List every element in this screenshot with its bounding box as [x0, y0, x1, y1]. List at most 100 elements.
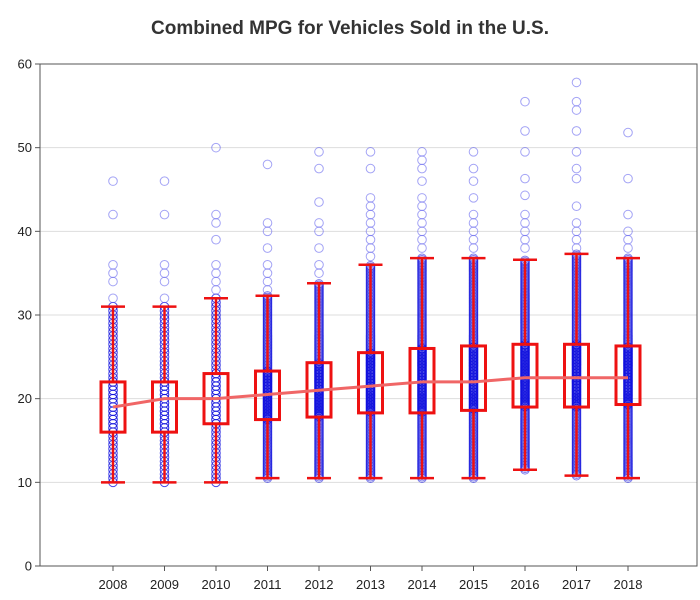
outlier-point: [417, 209, 427, 220]
outlier-point: [365, 243, 376, 253]
outlier-point: [623, 234, 633, 245]
x-tick-label: 2009: [150, 577, 179, 592]
outlier-point: [417, 147, 427, 157]
outlier-point: [211, 260, 221, 270]
outlier-point: [108, 176, 118, 186]
y-tick-label: 10: [18, 475, 32, 490]
x-tick-label: 2008: [99, 577, 128, 592]
outlier-point: [520, 126, 530, 136]
outlier-point: [520, 173, 530, 184]
outlier-point: [365, 193, 376, 203]
outlier-point: [468, 163, 479, 174]
outlier-point: [623, 127, 633, 138]
outlier-point: [571, 77, 582, 88]
outlier-point: [211, 285, 221, 295]
outlier-point: [468, 176, 479, 186]
outlier-point: [571, 105, 582, 115]
y-tick-label: 30: [18, 308, 32, 323]
outlier-point: [417, 218, 427, 228]
outlier-point: [571, 126, 582, 136]
outlier-point: [108, 276, 118, 287]
x-tick-label: 2013: [356, 577, 385, 592]
outlier-point: [211, 234, 221, 245]
x-tick-label: 2016: [511, 577, 540, 592]
iqr-box: [460, 344, 487, 412]
outlier-point: [262, 159, 273, 170]
box-2016: [511, 258, 539, 472]
outlier-point: [571, 163, 582, 174]
outlier-point: [571, 147, 582, 157]
outlier-point: [211, 142, 221, 153]
x-tick-label: 2012: [305, 577, 334, 592]
outlier-point: [262, 218, 273, 228]
outlier-point: [314, 218, 324, 228]
outlier-point: [417, 155, 427, 166]
x-tick-label: 2018: [614, 577, 643, 592]
iqr-box: [563, 342, 590, 409]
box-2011: [254, 294, 281, 480]
outlier-point: [262, 276, 273, 287]
outlier-point: [108, 268, 118, 278]
x-tick-label: 2015: [459, 577, 488, 592]
outlier-point: [417, 234, 427, 245]
outlier-point: [262, 260, 273, 270]
outlier-point: [159, 260, 170, 270]
box-2017: [563, 252, 590, 477]
chart-title: Combined MPG for Vehicles Sold in the U.…: [151, 18, 549, 39]
outlier-point: [468, 218, 479, 228]
outlier-point: [468, 243, 479, 253]
outlier-point: [571, 218, 582, 228]
x-tick-label: 2010: [202, 577, 231, 592]
outlier-point: [159, 268, 170, 278]
iqr-box: [614, 344, 642, 407]
outlier-point: [571, 96, 582, 107]
box-2015: [460, 256, 487, 480]
x-tick-label: 2017: [562, 577, 591, 592]
y-tick-label: 0: [25, 559, 32, 574]
outlier-point: [314, 163, 324, 174]
outlier-point: [468, 234, 479, 245]
outlier-point: [211, 218, 221, 228]
outlier-point: [108, 293, 118, 304]
outlier-point: [520, 209, 530, 220]
outlier-point: [314, 147, 324, 157]
outlier-point: [623, 173, 633, 184]
outlier-point: [365, 209, 376, 220]
outlier-point: [211, 276, 221, 287]
outlier-point: [365, 251, 376, 262]
y-tick-label: 40: [18, 224, 32, 239]
outlier-point: [262, 268, 273, 278]
outlier-point: [417, 193, 427, 203]
outlier-point: [108, 209, 118, 220]
iqr-box: [357, 351, 384, 415]
mean-line: [112, 376, 628, 409]
outlier-point: [468, 193, 479, 203]
outlier-point: [159, 293, 170, 304]
outlier-point: [623, 209, 633, 220]
box-2009: [151, 305, 178, 484]
outlier-point: [417, 201, 427, 212]
outlier-point: [520, 147, 530, 157]
outlier-point: [468, 209, 479, 220]
outlier-point: [262, 243, 273, 253]
outlier-point: [623, 243, 633, 253]
box-2018: [614, 256, 642, 480]
outlier-point: [520, 243, 530, 253]
iqr-box: [511, 342, 539, 409]
outlier-point: [211, 268, 221, 278]
iqr-box: [151, 380, 178, 434]
iqr-box: [99, 380, 127, 434]
outlier-point: [571, 201, 582, 212]
outlier-point: [520, 234, 530, 245]
y-tick-label: 20: [18, 391, 32, 406]
outlier-point: [108, 260, 118, 270]
outlier-point: [314, 268, 324, 278]
outlier-point: [365, 201, 376, 212]
outlier-point: [159, 209, 170, 220]
outlier-point: [623, 226, 633, 237]
box-2013: [357, 263, 384, 480]
x-tick-label: 2011: [254, 577, 282, 592]
outlier-point: [365, 218, 376, 228]
outlier-point: [314, 197, 324, 207]
